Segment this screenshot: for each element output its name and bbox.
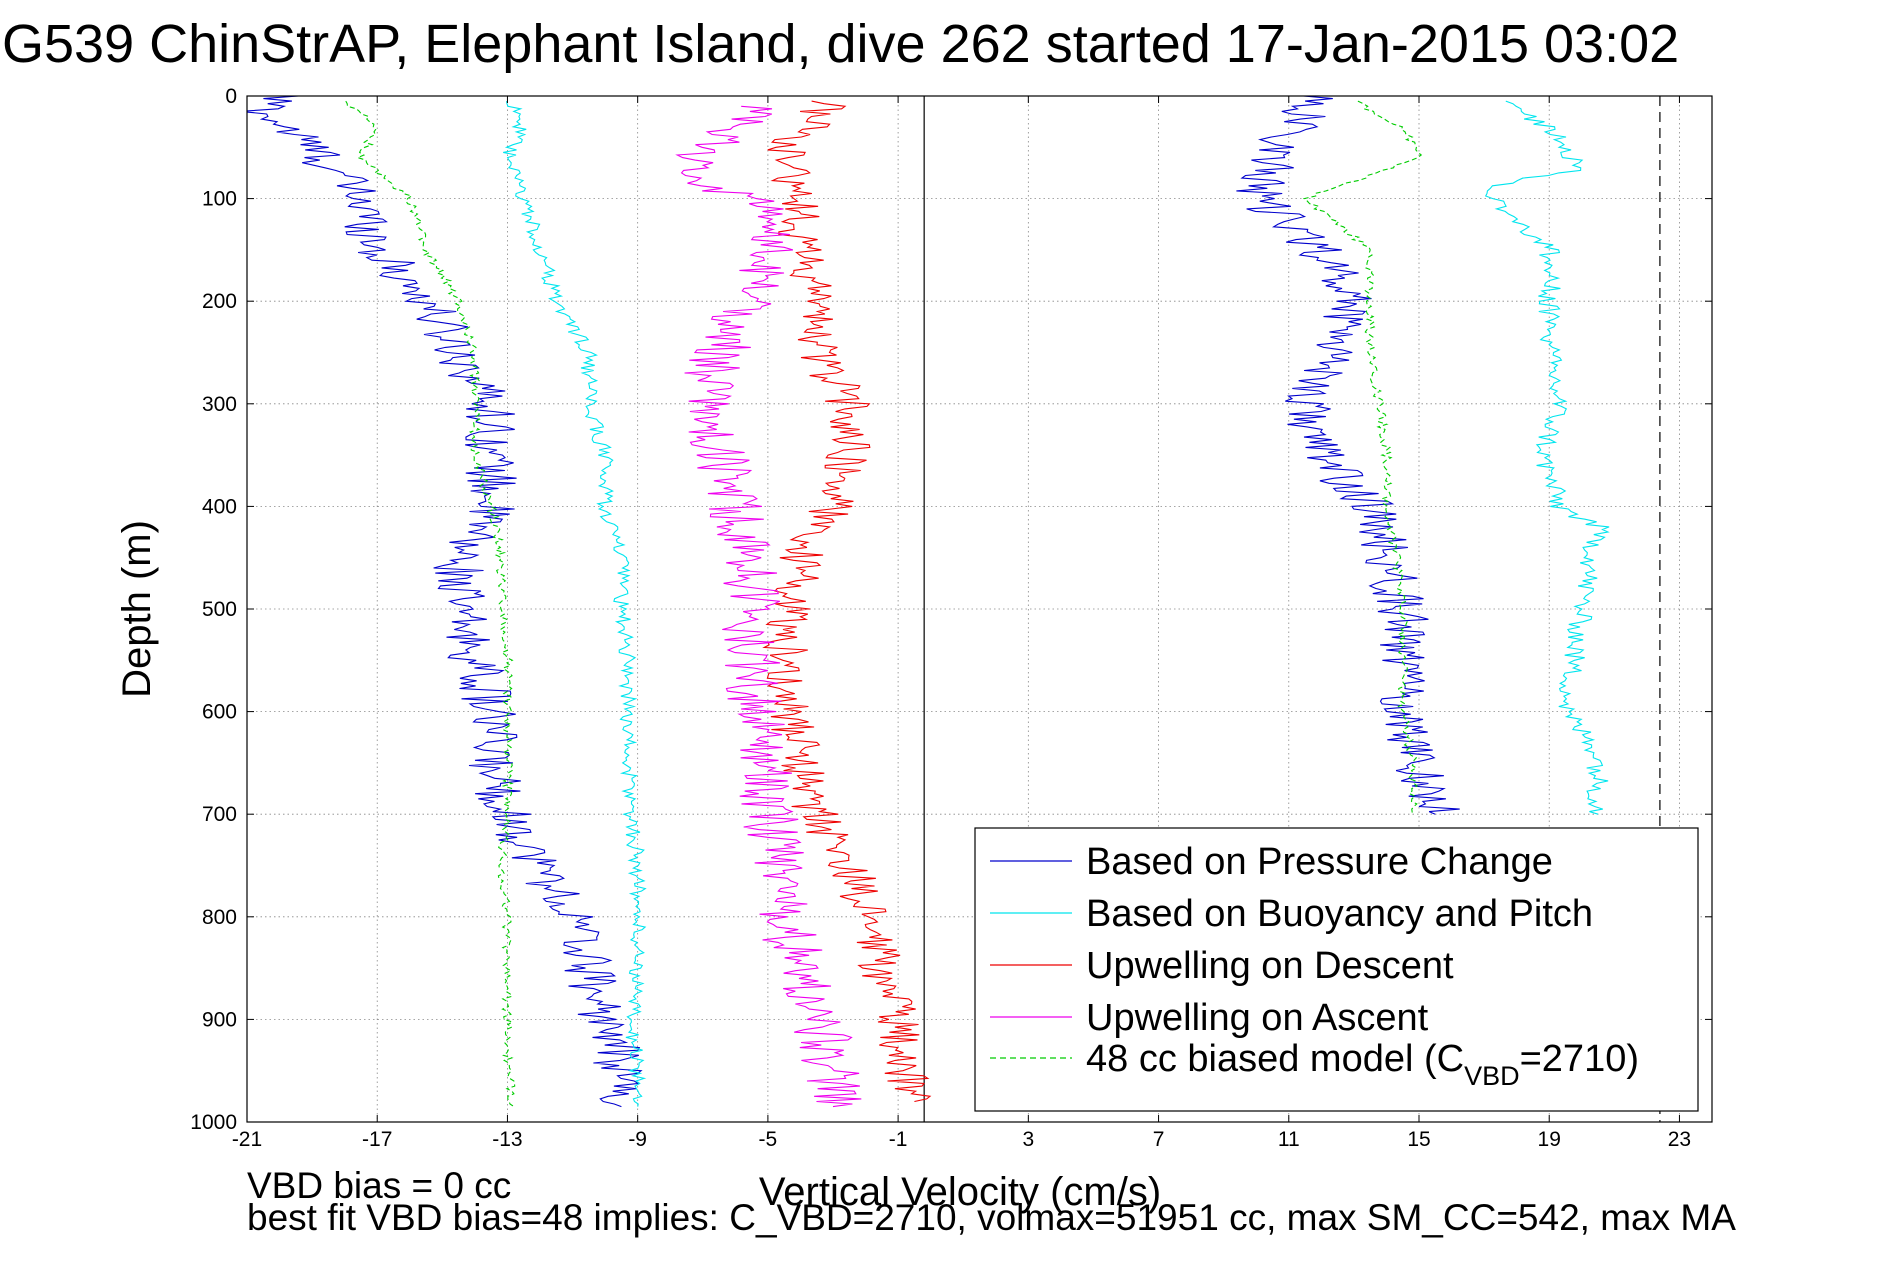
y-tick-label: 500: [202, 598, 237, 621]
y-tick-label: 1000: [190, 1111, 237, 1134]
y-tick-label: 800: [202, 906, 237, 929]
x-tick-label: -5: [759, 1128, 778, 1151]
y-tick-label: 900: [202, 1008, 237, 1031]
y-axis-label: Depth (m): [115, 520, 159, 698]
y-tick-label: 100: [202, 188, 237, 211]
legend-label: Based on Buoyancy and Pitch: [1086, 893, 1593, 935]
x-tick-label: -13: [492, 1128, 522, 1151]
series-line: [675, 105, 862, 1108]
x-tick-label: -17: [362, 1128, 392, 1151]
x-tick-label: 15: [1407, 1128, 1430, 1151]
x-tick-label: 3: [1022, 1128, 1034, 1151]
series-line: [762, 100, 932, 1103]
series-line: [503, 101, 647, 1107]
chart-title: G539 ChinStrAP, Elephant Island, dive 26…: [2, 14, 1680, 74]
legend-label: Upwelling on Ascent: [1086, 997, 1429, 1039]
series-line: [1236, 96, 1460, 815]
legend-label: Upwelling on Descent: [1086, 945, 1454, 987]
x-tick-label: 19: [1538, 1128, 1561, 1151]
y-tick-label: 600: [202, 701, 237, 724]
x-tick-label: 7: [1153, 1128, 1165, 1151]
series-line: [1484, 100, 1610, 815]
x-tick-label: 23: [1668, 1128, 1691, 1151]
axis-ticks: -21 -17 -13 -9 -5 -1 3 7 11 15 19 23010020030040050…: [190, 85, 1712, 1151]
y-tick-label: 200: [202, 290, 237, 313]
legend-box: [974, 827, 1699, 1112]
x-tick-label: -1: [889, 1128, 908, 1151]
x-tick-label: 11: [1278, 1128, 1300, 1151]
series-line: [247, 96, 643, 1108]
footer-best-fit: best fit VBD bias=48 implies: C_VBD=2710…: [247, 1197, 1736, 1238]
y-tick-label: 400: [202, 495, 237, 518]
x-axis-label: Vertical Velocity (cm/s): [759, 1170, 1161, 1214]
y-tick-label: 700: [202, 803, 237, 826]
footer-vbd-bias: VBD bias = 0 cc: [247, 1165, 512, 1206]
series-line: [345, 100, 516, 1108]
x-tick-label: -9: [628, 1128, 647, 1151]
x-tick-label: -21: [232, 1128, 262, 1151]
y-tick-label: 0: [225, 85, 237, 108]
series-line: [1302, 100, 1423, 815]
y-tick-label: 300: [202, 393, 237, 416]
legend: Based on Pressure Change Based on Buoyanc…: [974, 827, 1699, 1112]
legend-label: 48 cc biased model (CVBD=2710): [1086, 1038, 1639, 1091]
series-group: [247, 96, 1610, 1108]
legend-label: Based on Pressure Change: [1086, 841, 1553, 883]
